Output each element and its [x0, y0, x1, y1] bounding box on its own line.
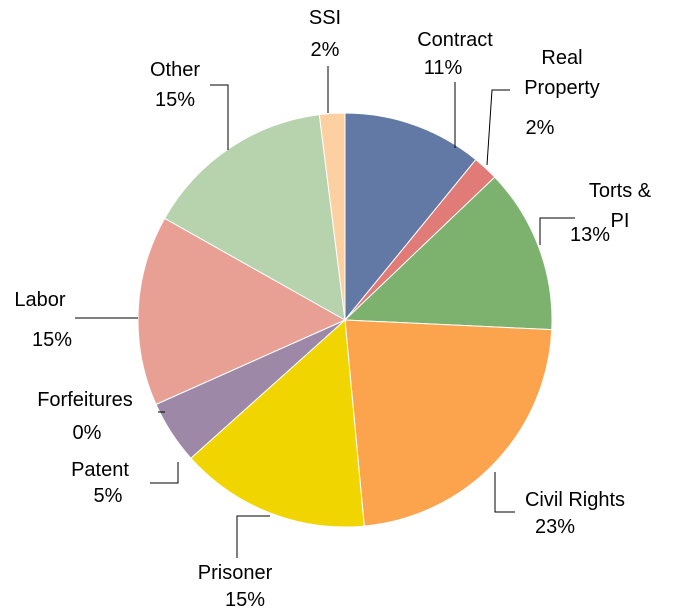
slice-percent: 15% [31, 329, 73, 351]
leader-line [486, 89, 510, 166]
leader-line [210, 84, 229, 150]
slice-label: SSI [308, 7, 342, 29]
slice-label: Prisoner [197, 562, 273, 584]
leader-line [539, 217, 575, 245]
slice-label: Real Property [524, 47, 600, 99]
slice-percent: 15% [154, 89, 196, 111]
slice-percent: 0% [72, 422, 102, 444]
slice-label: Labor [14, 289, 66, 311]
pie-slice [163, 114, 346, 321]
slice-label: Patent [71, 459, 129, 481]
pie-slice [344, 112, 477, 322]
leader-line [236, 515, 270, 558]
pie-slice [318, 112, 346, 321]
slice-percent: 15% [224, 589, 266, 611]
slice-percent: 11% [423, 57, 463, 79]
slice-percent: 2% [525, 117, 555, 139]
slice-percent: 13% [569, 224, 611, 246]
leader-line [150, 462, 179, 484]
pie-slice [190, 318, 365, 528]
pie-slice [137, 217, 347, 406]
slice-label: Torts & PI [588, 180, 652, 232]
slice-label: Other [149, 59, 201, 81]
slice-label: Contract [417, 29, 493, 51]
pie-slice [344, 319, 553, 527]
slice-percent: 23% [534, 516, 576, 538]
slice-label: Forfeitures [37, 389, 133, 411]
slice-label: Civil Rights [524, 489, 626, 511]
slice-percent: 5% [93, 485, 123, 507]
leader-line [494, 472, 515, 513]
pie-slice [343, 176, 553, 331]
slice-percent: 2% [310, 39, 340, 61]
